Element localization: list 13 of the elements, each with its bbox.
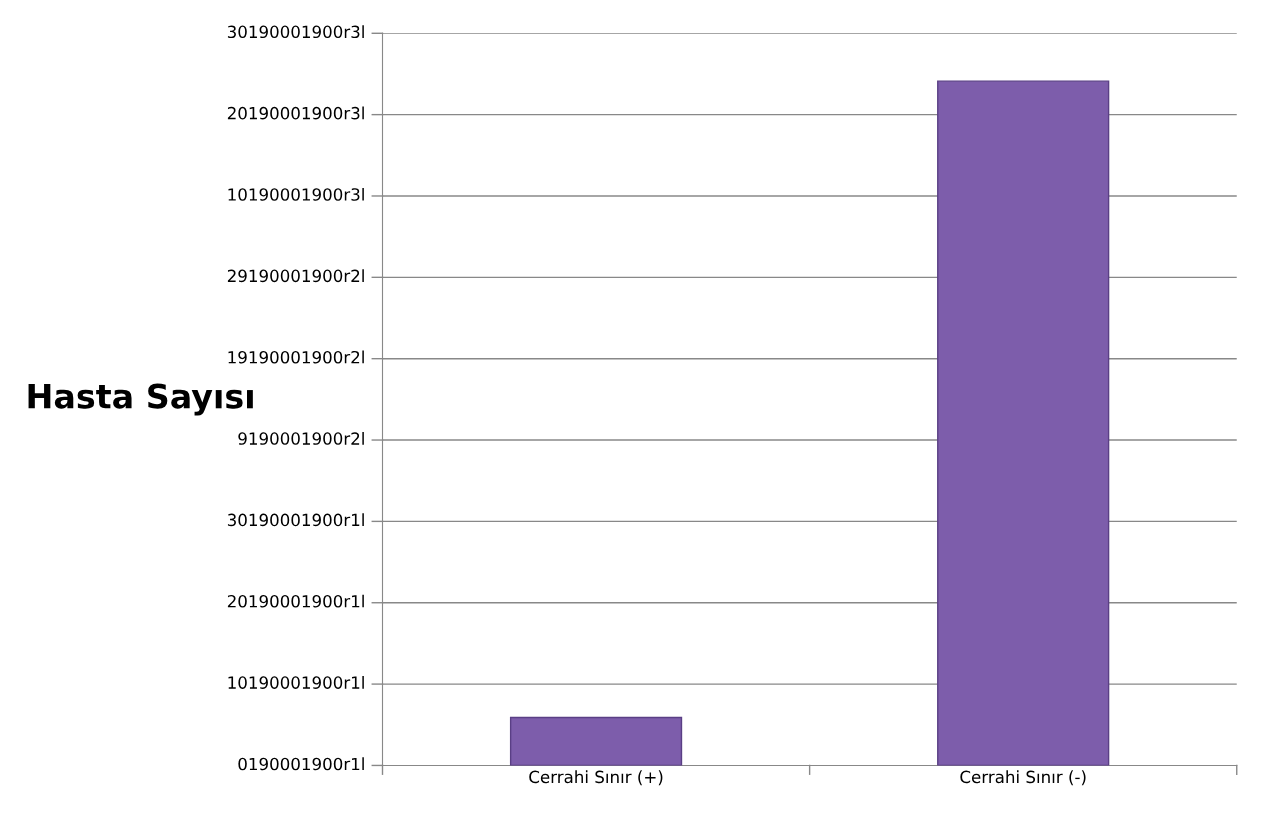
y-axis-title: Hasta Sayısı <box>28 383 253 416</box>
text: 20190001900r3l <box>227 106 364 120</box>
text: 30190001900r3l <box>227 25 364 39</box>
text: 10190001900r1l <box>228 676 364 689</box>
text: 19190001900r2l <box>228 350 364 364</box>
x-tick-label: Cerrahi Sınır (-) <box>960 770 1086 786</box>
text: 9190001900r2l <box>238 431 364 445</box>
x-tick-label: Cerrahi Sınır (+) <box>529 770 663 786</box>
text: 20190001900r1l <box>227 594 364 608</box>
text: 10190001900r3l <box>228 187 364 201</box>
text: 30190001900r1l <box>227 513 364 527</box>
text: 0190001900r1l <box>238 757 364 771</box>
text: 29190001900r2l <box>227 269 364 283</box>
